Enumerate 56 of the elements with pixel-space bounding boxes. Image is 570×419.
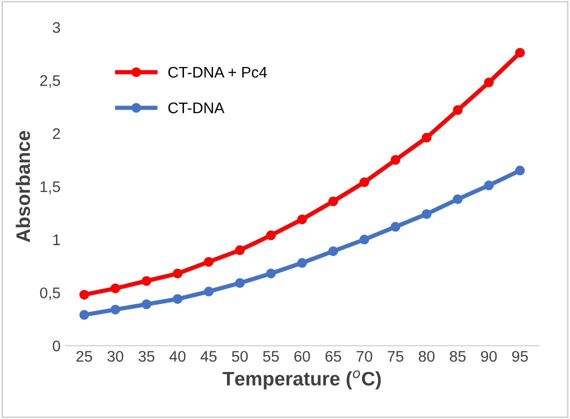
point <box>266 268 276 278</box>
x-tick-label: 65 <box>326 350 342 362</box>
point <box>172 268 182 278</box>
point <box>484 180 494 190</box>
point <box>297 258 307 268</box>
y-tick-label: 0,5 <box>40 287 60 300</box>
x-tick-label: 90 <box>481 350 497 362</box>
point <box>515 166 525 176</box>
point <box>172 294 182 304</box>
y-tick-label: 3 <box>52 22 60 33</box>
point <box>110 304 120 314</box>
x-tick-label: 75 <box>388 351 404 362</box>
x-tick-label: 85 <box>450 350 466 362</box>
point <box>142 299 152 310</box>
legend-label: CT-DNA <box>168 102 224 114</box>
y-tick-label: 1,5 <box>40 181 60 194</box>
x-tick-label: 95 <box>512 350 528 362</box>
point <box>359 177 370 188</box>
point <box>390 222 400 232</box>
x-tick-label: 60 <box>294 350 310 362</box>
x-tick-label: 80 <box>418 350 434 362</box>
y-tick-label: 0 <box>52 340 60 352</box>
x-tick-label: 55 <box>263 351 279 362</box>
point <box>515 48 525 58</box>
point <box>110 283 120 294</box>
point <box>204 256 214 267</box>
point <box>297 214 307 224</box>
point <box>359 234 370 244</box>
x-tick-label: 25 <box>76 350 92 362</box>
y-tick-label: 2,5 <box>40 75 60 88</box>
x-tick-label: 50 <box>232 350 248 362</box>
point <box>422 209 432 219</box>
x-tick-label: 30 <box>107 350 124 362</box>
point <box>79 290 90 300</box>
point <box>328 196 338 206</box>
x-axis-title: Temperature ($^{o}$C) <box>222 370 381 390</box>
point <box>390 155 400 165</box>
point <box>328 246 338 256</box>
point <box>422 132 432 142</box>
point <box>452 105 463 115</box>
y-tick-label: 2 <box>52 128 60 139</box>
y-axis-title: Absorbance <box>16 130 30 242</box>
x-tick-label: 40 <box>169 350 186 362</box>
point <box>204 286 214 296</box>
point <box>266 230 276 240</box>
point <box>234 245 245 256</box>
legend-label: CT-DNA + Pc4 <box>168 66 267 78</box>
point <box>484 78 494 88</box>
point <box>452 194 463 204</box>
x-tick-label: 70 <box>356 350 372 362</box>
y-tick-label: 1 <box>53 234 60 246</box>
point <box>234 278 245 288</box>
x-tick-label: 35 <box>138 350 154 362</box>
x-tick-label: 45 <box>200 351 217 362</box>
point <box>79 310 90 320</box>
point <box>142 276 152 286</box>
